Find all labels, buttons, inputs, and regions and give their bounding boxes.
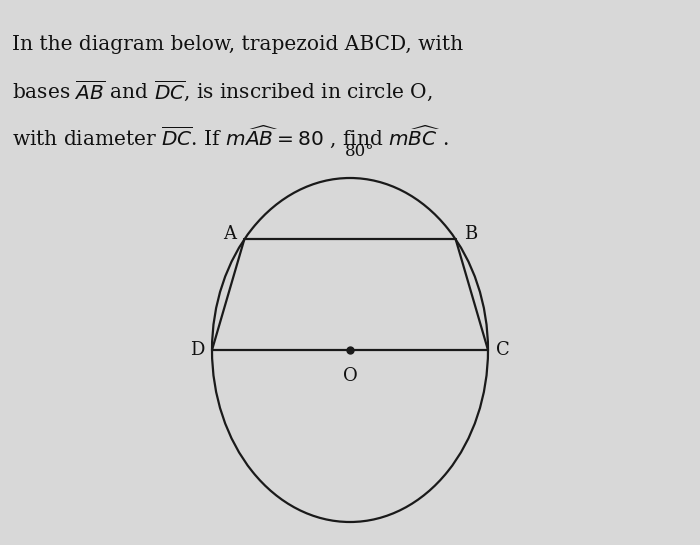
- Text: A: A: [223, 226, 237, 244]
- Text: D: D: [190, 341, 204, 359]
- Text: bases $\overline{AB}$ and $\overline{DC}$, is inscribed in circle O,: bases $\overline{AB}$ and $\overline{DC}…: [12, 79, 433, 104]
- Text: In the diagram below, trapezoid ABCD, with: In the diagram below, trapezoid ABCD, wi…: [12, 35, 463, 54]
- Text: 80°: 80°: [345, 143, 375, 160]
- Text: C: C: [496, 341, 510, 359]
- Text: with diameter $\overline{DC}$. If $m\widehat{AB}=80$ , find $m\widehat{BC}$ .: with diameter $\overline{DC}$. If $m\wid…: [12, 123, 449, 150]
- Text: O: O: [342, 367, 358, 385]
- Text: B: B: [463, 226, 477, 244]
